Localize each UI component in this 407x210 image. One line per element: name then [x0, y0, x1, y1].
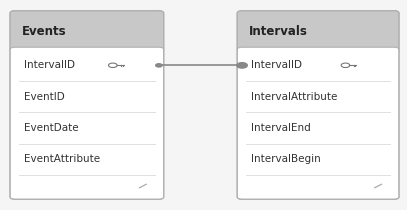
FancyBboxPatch shape [10, 11, 164, 52]
Circle shape [237, 63, 247, 68]
Text: Events: Events [22, 25, 67, 38]
Text: Intervals: Intervals [249, 25, 308, 38]
Text: IntervalID: IntervalID [24, 60, 75, 70]
Text: IntervalBegin: IntervalBegin [251, 154, 321, 164]
Circle shape [156, 64, 162, 67]
Text: EventID: EventID [24, 92, 65, 102]
FancyBboxPatch shape [10, 47, 164, 199]
Text: IntervalID: IntervalID [251, 60, 302, 70]
Text: IntervalAttribute: IntervalAttribute [251, 92, 337, 102]
Text: IntervalEnd: IntervalEnd [251, 123, 311, 133]
Text: EventAttribute: EventAttribute [24, 154, 100, 164]
Text: EventDate: EventDate [24, 123, 79, 133]
FancyBboxPatch shape [237, 11, 399, 52]
FancyBboxPatch shape [237, 47, 399, 199]
